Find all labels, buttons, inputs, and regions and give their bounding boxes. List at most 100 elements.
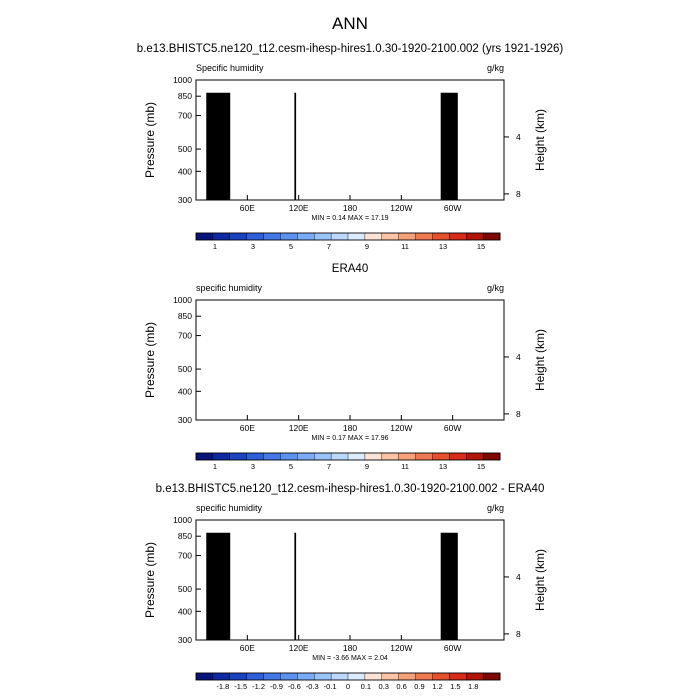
colorbar-box: [280, 672, 298, 681]
colorbar-box: [347, 232, 366, 241]
colorbar-label: 5: [289, 462, 293, 471]
terrain-mask: [206, 92, 458, 200]
colorbar: -1.8 -1.5 -1.2 -0.9 -0.6 -0.3 -0.1 0 0.1 0.3 0.6 0.…: [195, 672, 501, 691]
colorbar-box: [212, 672, 231, 681]
x-tick-label: 180: [343, 203, 357, 213]
colorbar-label: 0.1: [361, 682, 371, 691]
panel-title: b.e13.BHISTC5.ne120_t12.cesm-ihesp-hires…: [137, 43, 564, 55]
colorbar-label: 11: [401, 462, 409, 471]
colorbar-box: [432, 232, 450, 241]
colorbar-label: 5: [289, 242, 293, 251]
y-right-axis-label: Height (km): [533, 109, 547, 171]
colorbar-label: 11: [401, 242, 409, 251]
colorbar-box: [263, 452, 281, 461]
x-tick-label: 120W: [390, 203, 412, 213]
colorbar-box: [246, 232, 265, 241]
colorbar-box: [347, 452, 366, 461]
colorbar-box: [229, 672, 248, 681]
colorbar-label: 9: [365, 462, 369, 471]
colorbar-box: [466, 452, 484, 461]
y-right-tick-label: 4: [516, 352, 521, 362]
colorbar-box: [466, 672, 484, 681]
terrain-block: [216, 539, 222, 640]
colorbar-label: 7: [327, 462, 331, 471]
panel-title: ERA40: [332, 263, 368, 275]
colorbar-box: [229, 452, 248, 461]
colorbar-label: 1.8: [468, 682, 478, 691]
colorbar-label: -1.8: [216, 682, 229, 691]
y-tick-label: 700: [178, 551, 192, 561]
colorbar-box: [263, 232, 281, 241]
colorbar-box: [212, 232, 231, 241]
colorbar-box: [415, 232, 433, 241]
colorbar-box: [195, 452, 214, 461]
colorbar-label: 15: [477, 462, 485, 471]
y-tick-label: 1000: [173, 295, 192, 305]
colorbar-box: [449, 672, 467, 681]
colorbar-box: [330, 452, 349, 461]
colorbar-label: 1: [213, 242, 217, 251]
plot-frame: [195, 299, 505, 421]
panel-units-label: g/kg: [487, 503, 504, 513]
x-tick-label: 120W: [390, 643, 412, 653]
colorbar-box: [364, 232, 383, 241]
x-tick-label: 120E: [289, 423, 309, 433]
colorbar-label: 0.3: [379, 682, 389, 691]
colorbar-box: [314, 452, 332, 461]
y-tick-label: 400: [178, 606, 192, 616]
colorbar-label: 0: [346, 682, 350, 691]
terrain-block: [440, 532, 458, 640]
colorbar-box: [314, 672, 332, 681]
colorbar-box: [246, 452, 265, 461]
chart-panel-3: b.e13.BHISTC5.ne120_t12.cesm-ihesp-hires…: [143, 483, 547, 691]
colorbar-frame: [195, 452, 501, 461]
y-tick-label: 400: [178, 386, 192, 396]
x-tick-label: 60W: [444, 423, 461, 433]
colorbar-label: -0.3: [306, 682, 319, 691]
colorbar-box: [381, 232, 400, 241]
y-tick-label: 1000: [173, 515, 192, 525]
y-tick-label: 850: [178, 531, 192, 541]
colorbar-box: [314, 232, 332, 241]
y-tick-label: 500: [178, 584, 192, 594]
x-tick-label: 60W: [444, 203, 461, 213]
colorbar-box: [398, 232, 417, 241]
colorbar-box: [466, 232, 484, 241]
panel-units-label: g/kg: [487, 63, 504, 73]
x-tick-label: 60W: [444, 643, 461, 653]
panel-units-label: g/kg: [487, 283, 504, 293]
y-axis-label: Pressure (mb): [143, 322, 157, 398]
colorbar-box: [415, 452, 433, 461]
colorbar-box: [398, 672, 417, 681]
colorbar-label: -1.2: [252, 682, 265, 691]
min-max-stats: MIN = 0.14 MAX = 17.19: [311, 215, 388, 222]
y-tick-label: 850: [178, 311, 192, 321]
colorbar-frame: [195, 232, 501, 241]
colorbar-box: [364, 672, 383, 681]
y-axis-label: Pressure (mb): [143, 542, 157, 618]
y-tick-label: 700: [178, 331, 192, 341]
colorbar-box: [449, 232, 467, 241]
terrain-block: [440, 92, 458, 200]
colorbar-label: -1.5: [234, 682, 247, 691]
y-right-tick-label: 8: [516, 189, 521, 199]
x-tick-label: 60E: [240, 423, 255, 433]
y-axis-label: Pressure (mb): [143, 102, 157, 178]
colorbar-label: 1.5: [450, 682, 460, 691]
colorbar-box: [330, 232, 349, 241]
y-tick-label: 500: [178, 144, 192, 154]
colorbar-box: [229, 232, 248, 241]
colorbar-box: [246, 672, 265, 681]
x-tick-label: 120E: [289, 203, 309, 213]
y-tick-label: 850: [178, 91, 192, 101]
y-right-tick-label: 8: [516, 409, 521, 419]
colorbar-box: [364, 452, 383, 461]
panel-variable-label: specific humidity: [196, 503, 263, 513]
y-right-axis-label: Height (km): [533, 549, 547, 611]
colorbar: 1 3 5 7 9 11 13 15: [195, 452, 501, 471]
colorbar-box: [297, 672, 315, 681]
y-tick-label: 500: [178, 364, 192, 374]
colorbar: 1 3 5 7 9 11 13 15: [195, 232, 501, 251]
colorbar-box: [381, 672, 400, 681]
